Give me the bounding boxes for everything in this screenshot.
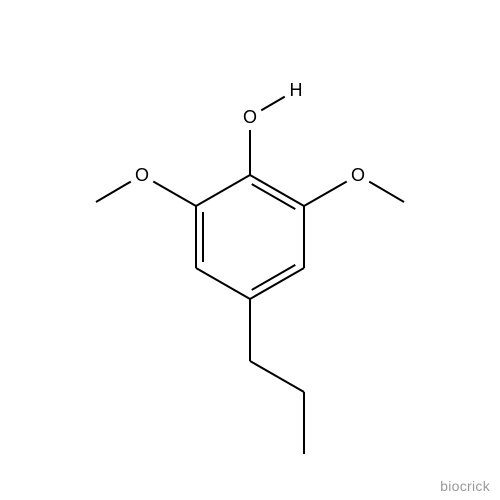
atom-label-h: H (290, 80, 303, 100)
bond-line (250, 361, 304, 392)
atom-label-o: O (243, 107, 257, 127)
bond-line (304, 181, 347, 206)
atom-label-o: O (135, 165, 149, 185)
bond-line (261, 97, 285, 111)
bond-line (369, 182, 404, 202)
bond-line (196, 175, 250, 206)
molecule-canvas: O H O O biocrick (0, 0, 500, 500)
bond-line (250, 268, 304, 299)
watermark-text: biocrick (440, 478, 490, 494)
bond-line (250, 175, 304, 206)
bond-line (153, 181, 196, 206)
molecule-svg: O H O O (0, 0, 500, 500)
atom-label-o: O (351, 165, 365, 185)
bond-line (196, 268, 250, 299)
bond-line (96, 182, 131, 202)
